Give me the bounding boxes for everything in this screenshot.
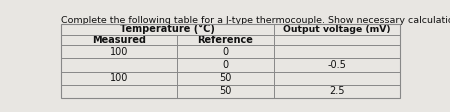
Text: Temperature (°C): Temperature (°C) [121, 24, 215, 34]
Text: Output voltage (mV): Output voltage (mV) [283, 25, 391, 34]
Text: 0: 0 [222, 60, 229, 70]
Text: 50: 50 [219, 86, 232, 96]
Text: 100: 100 [110, 47, 128, 57]
Text: 0: 0 [222, 47, 229, 57]
Bar [62, 24, 400, 98]
Text: Measured: Measured [92, 35, 146, 45]
Text: 2.5: 2.5 [329, 86, 345, 96]
Text: Complete the following table for a J-type thermocouple. Show necessary calculati: Complete the following table for a J-typ… [62, 16, 450, 25]
Text: Reference: Reference [198, 35, 253, 45]
Text: 50: 50 [219, 73, 232, 83]
Text: -0.5: -0.5 [328, 60, 346, 70]
Text: 100: 100 [110, 73, 128, 83]
